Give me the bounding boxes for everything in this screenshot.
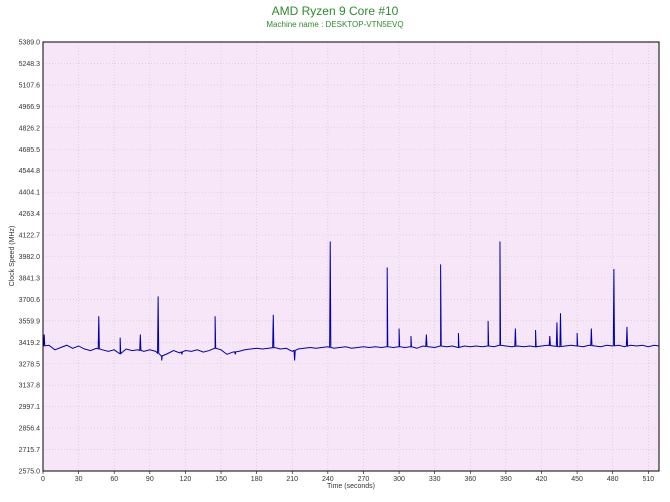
y-tick-label: 3137.8 <box>19 383 41 390</box>
y-tick-label: 3700.6 <box>19 297 41 304</box>
x-tick-label: 240 <box>322 476 334 483</box>
x-axis-label: Time (seconds) <box>327 483 375 490</box>
x-tick-label: 420 <box>536 476 548 483</box>
x-tick-label: 510 <box>642 476 654 483</box>
x-tick-label: 360 <box>464 476 476 483</box>
y-tick-label: 4544.8 <box>19 168 41 175</box>
y-tick-label: 2856.4 <box>19 426 41 433</box>
x-tick-label: 120 <box>180 476 192 483</box>
y-tick-label: 5389.0 <box>19 40 41 47</box>
x-tick-label: 330 <box>429 476 441 483</box>
grid-lines <box>42 41 659 472</box>
plot-border <box>42 41 660 472</box>
x-tick-label: 270 <box>358 476 370 483</box>
x-tick-label: 390 <box>500 476 512 483</box>
chart-subtitle: Machine name : DESKTOP-VTN5EVQ <box>266 20 404 29</box>
y-tick-label: 2997.1 <box>19 404 41 411</box>
plot-background <box>43 42 659 471</box>
y-tick-label: 2575.0 <box>19 469 41 476</box>
x-tick-label: 450 <box>571 476 583 483</box>
x-tick-label: 150 <box>215 476 227 483</box>
chart-title: AMD Ryzen 9 Core #10 <box>271 4 399 18</box>
y-tick-label: 4404.1 <box>19 190 41 197</box>
y-tick-label: 4826.2 <box>19 125 41 132</box>
x-tick-label: 0 <box>41 476 45 483</box>
y-tick-label: 2715.7 <box>19 447 41 454</box>
x-tick-label: 300 <box>393 476 405 483</box>
y-tick-label: 3559.9 <box>19 318 41 325</box>
x-tick-label: 90 <box>146 476 154 483</box>
y-tick-label: 3278.5 <box>19 361 41 368</box>
x-tick-label: 480 <box>607 476 619 483</box>
x-tick-label: 180 <box>251 476 263 483</box>
y-tick-label: 3841.3 <box>19 275 41 282</box>
x-axis-ticks: 0 30 60 90 120 150 180 210 240 270 300 330 360 390 420… <box>41 471 654 483</box>
y-axis-label: Clock Speed (MHz) <box>9 226 16 287</box>
y-tick-label: 3982.0 <box>19 254 41 261</box>
y-tick-label: 5107.6 <box>19 82 41 89</box>
y-axis-ticks: 2575.0 2715.7 2856.4 2997.1 3137.8 3278.5 3419… <box>19 40 41 476</box>
y-tick-label: 5248.3 <box>19 61 41 68</box>
y-tick-label: 4263.4 <box>19 211 41 218</box>
series-line <box>42 241 660 361</box>
y-tick-label: 4966.9 <box>19 104 41 111</box>
x-tick-label: 60 <box>110 476 118 483</box>
y-tick-label: 4685.5 <box>19 147 41 154</box>
x-tick-label: 210 <box>286 476 298 483</box>
x-tick-label: 30 <box>75 476 83 483</box>
y-tick-label: 3419.2 <box>19 340 41 347</box>
y-tick-label: 4122.7 <box>19 233 41 240</box>
